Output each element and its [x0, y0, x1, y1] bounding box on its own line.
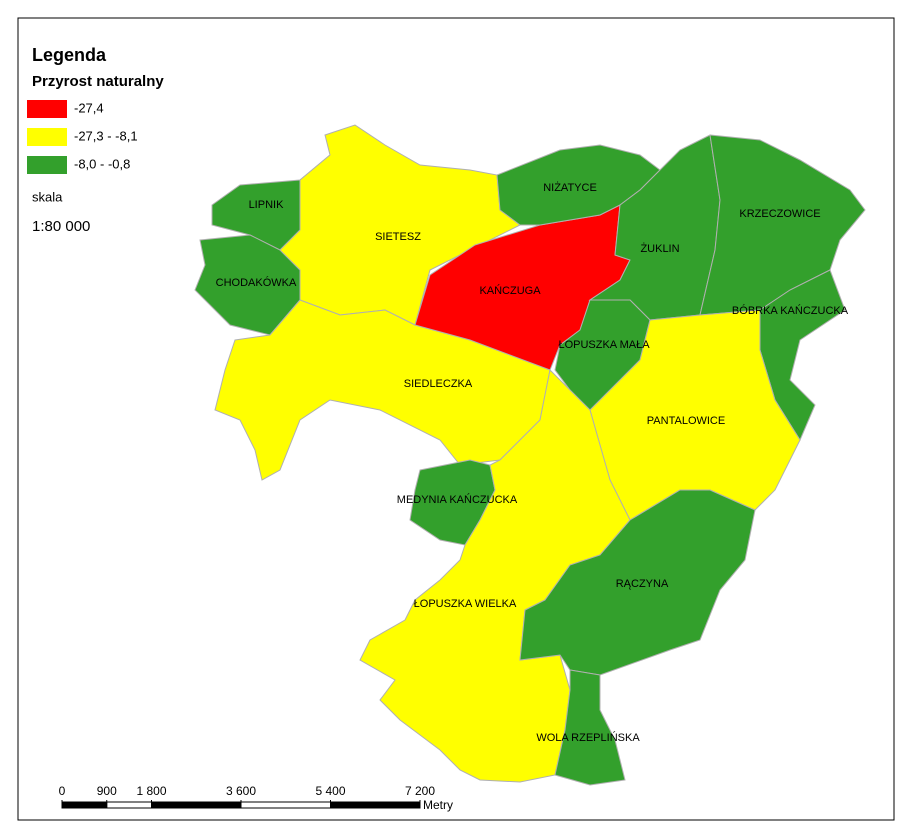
region-label: PANTALOWICE [647, 415, 725, 427]
legend-subtitle: Przyrost naturalny [32, 73, 164, 90]
scale-tick-label: 900 [97, 784, 117, 798]
region-label: MEDYNIA KAŃCZUCKA [397, 493, 518, 506]
region-label: ŻUKLIN [640, 242, 679, 255]
region-label: ŁOPUSZKA MAŁA [558, 339, 650, 351]
legend-title: Legenda [32, 45, 107, 65]
regions [194, 124, 866, 786]
scale-tick-label: 0 [59, 784, 66, 798]
scale-tick-label: 1 800 [136, 784, 166, 798]
region-label: LIPNIK [249, 199, 285, 211]
scale-segment [61, 801, 108, 809]
region-label: RĄCZYNA [616, 578, 669, 590]
scale-tick-label: 5 400 [315, 784, 345, 798]
scale-unit: Metry [423, 798, 453, 812]
region-label: SIEDLECZKA [404, 378, 473, 390]
scale-segment [330, 801, 421, 809]
frame [17, 17, 895, 821]
scale-tick-label: 7 200 [405, 784, 435, 798]
scale-text: 1:80 000 [32, 218, 90, 235]
region [214, 299, 551, 481]
legend-label: -27,3 - -8,1 [74, 128, 138, 143]
legend-swatch [27, 156, 67, 174]
legend-label: -8,0 - -0,8 [74, 156, 130, 171]
region [359, 368, 631, 783]
scale-segment [106, 801, 152, 809]
scale-tick-label: 3 600 [226, 784, 256, 798]
region [554, 669, 626, 786]
legend-swatch [27, 100, 67, 118]
scale-segment [151, 801, 242, 809]
region-label: ŁOPUSZKA WIELKA [414, 598, 517, 610]
region-label: WOLA RZEPLIŃSKA [536, 731, 640, 744]
legend-label: -27,4 [74, 100, 104, 115]
region-label: BÓBRKA KAŃCZUCKA [732, 304, 849, 317]
scale-segment [240, 801, 331, 809]
region-label: NIŻATYCE [543, 181, 597, 194]
region-label: KAŃCZUGA [479, 284, 541, 297]
scale-title: skala [32, 189, 63, 204]
region-label: CHODAKÓWKA [216, 276, 297, 289]
region-label: SIETESZ [375, 231, 421, 243]
legend-swatch [27, 128, 67, 146]
region [699, 134, 866, 316]
region-label: KRZECZOWICE [739, 208, 820, 220]
